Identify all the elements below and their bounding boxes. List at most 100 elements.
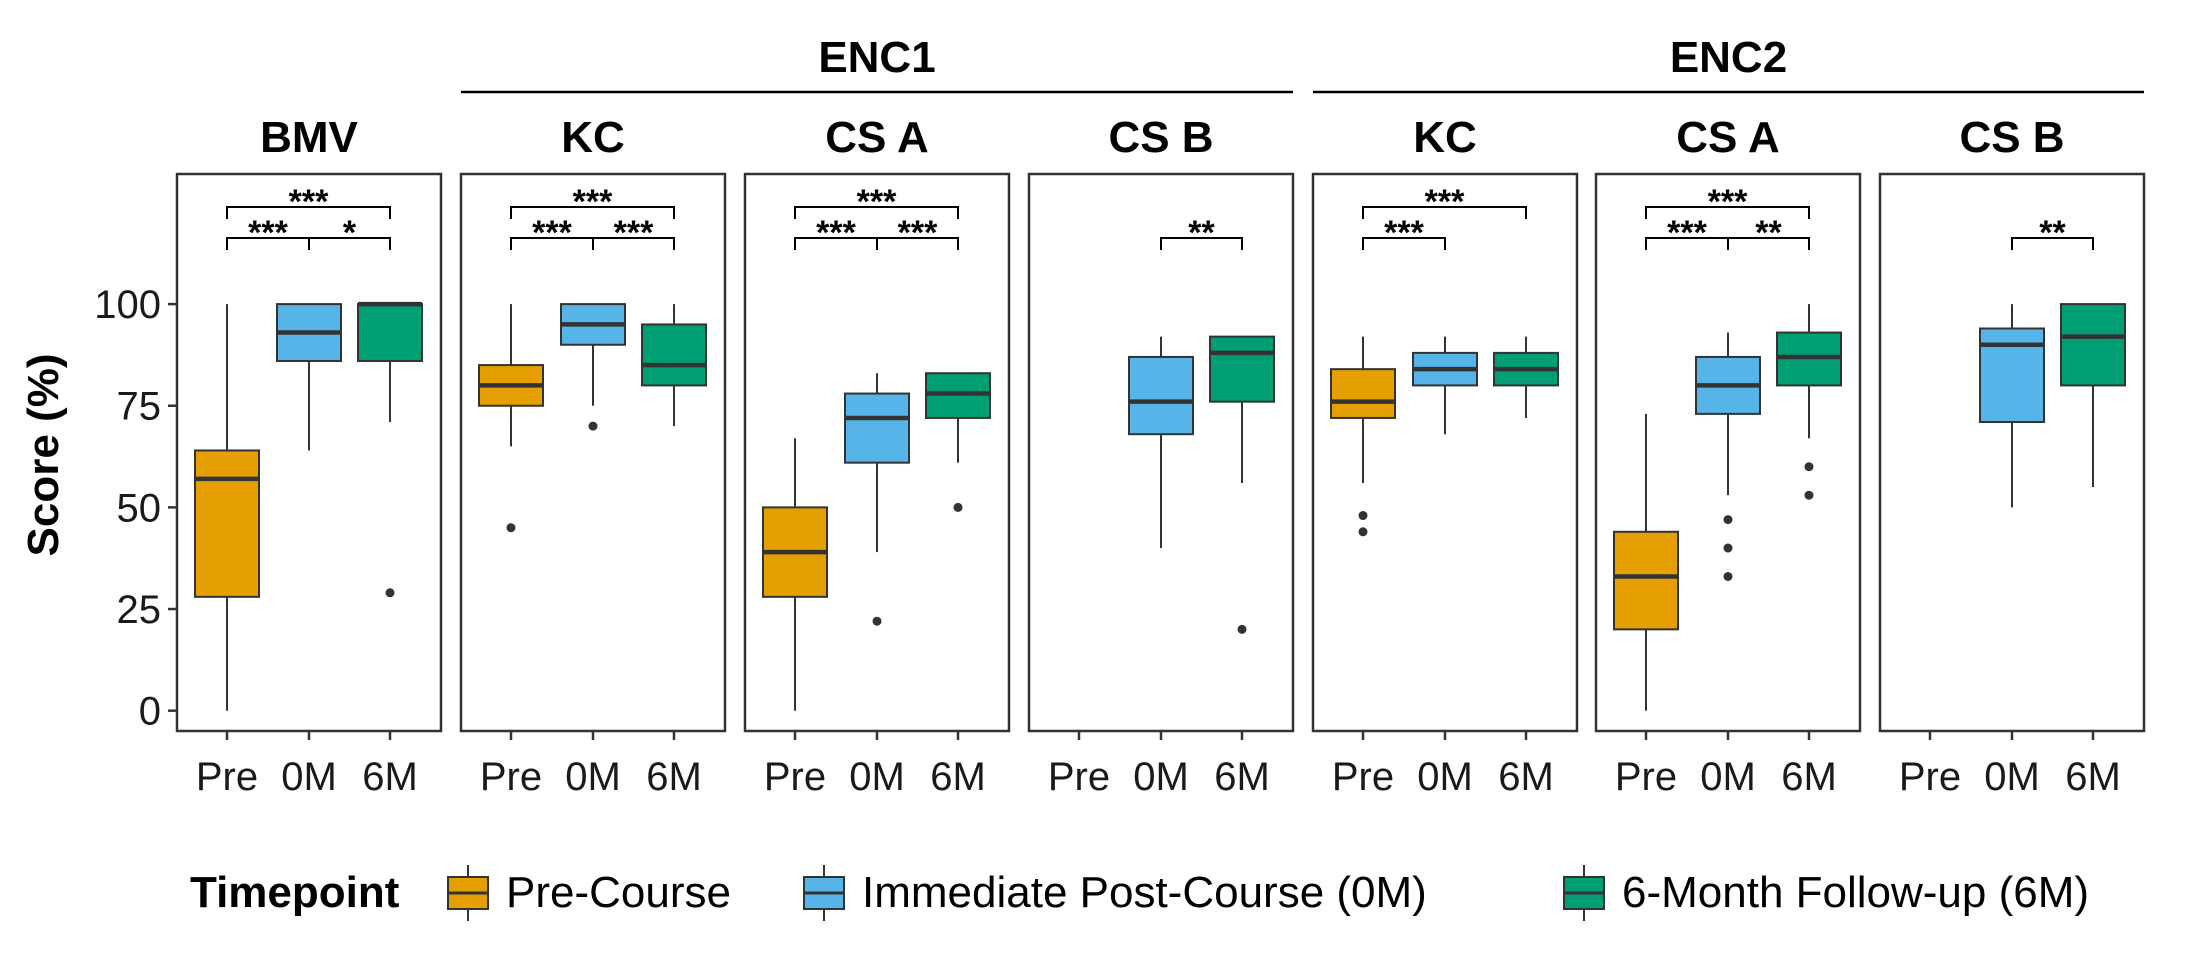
significance-bracket: * xyxy=(308,214,391,252)
x-tick-label: 0M xyxy=(849,755,905,799)
legend-label: Immediate Post-Course (0M) xyxy=(862,868,1427,917)
box-body xyxy=(1128,355,1194,436)
bracket-line xyxy=(876,237,959,250)
legend-entry: Pre-Course xyxy=(447,865,731,921)
bracket-line xyxy=(1362,237,1446,250)
legend: Timepoint Pre-Course Immediate Post-Course… xyxy=(190,865,2089,921)
significance-bracket: *** xyxy=(510,183,675,221)
significance-label: *** xyxy=(289,183,329,221)
x-tick-label: 0M xyxy=(565,755,621,799)
legend-label: 6-Month Follow-up (6M) xyxy=(1622,868,2089,917)
box-Pre xyxy=(1613,413,1679,711)
box-body xyxy=(357,303,423,363)
box-6M xyxy=(357,301,423,598)
significance-label: *** xyxy=(898,214,938,252)
y-tick-label: 50 xyxy=(117,486,162,530)
y-tick-label: 0 xyxy=(139,690,161,734)
significance-label: *** xyxy=(1425,183,1465,221)
x-tick-label: Pre xyxy=(480,755,542,799)
legend-label: Pre-Course xyxy=(506,868,731,917)
outlier-point xyxy=(1358,527,1368,537)
panel: CS B Pre 0M 6M ** xyxy=(1878,113,2146,799)
significance-bracket: *** xyxy=(1362,183,1527,221)
box-0M xyxy=(1979,304,2045,508)
outlier-point xyxy=(1804,490,1814,500)
outlier-point xyxy=(506,523,516,533)
x-tick-label: 6M xyxy=(930,755,986,799)
significance-label: *** xyxy=(1708,183,1748,221)
legend-title: Timepoint xyxy=(190,868,400,917)
box-6M xyxy=(1209,335,1275,634)
box-body xyxy=(1613,530,1679,631)
significance-bracket: *** xyxy=(1362,214,1446,252)
x-tick-label: 6M xyxy=(1498,755,1554,799)
x-tick-label: 0M xyxy=(1984,755,2040,799)
legend-entry: 6-Month Follow-up (6M) xyxy=(1563,865,2089,921)
panel-title: KC xyxy=(1413,113,1477,162)
significance-bracket: *** xyxy=(592,214,675,252)
bracket-line xyxy=(1645,206,1810,219)
x-tick-label: Pre xyxy=(1332,755,1394,799)
box-body xyxy=(2060,303,2126,387)
significance-label: *** xyxy=(816,214,856,252)
box-body xyxy=(1330,368,1396,419)
outlier-point xyxy=(872,616,882,626)
significance-label: *** xyxy=(614,214,654,252)
significance-label: *** xyxy=(248,214,288,252)
y-tick-label: 75 xyxy=(117,385,162,429)
significance-bracket: *** xyxy=(794,183,959,221)
box-body xyxy=(194,449,260,598)
outlier-point xyxy=(1723,572,1733,582)
box-0M xyxy=(1695,332,1761,582)
box-0M xyxy=(844,373,910,626)
y-axis-label: Score (%) xyxy=(19,354,68,557)
significance-label: *** xyxy=(1667,214,1707,252)
panel: CS B Pre 0M 6M ** xyxy=(1027,113,1295,799)
panel: KC Pre 0M 6M ****** xyxy=(1311,113,1579,799)
significance-label: ** xyxy=(1188,214,1215,252)
x-tick-label: 6M xyxy=(646,755,702,799)
y-tick-label: 100 xyxy=(94,283,161,327)
box-Pre xyxy=(478,304,544,533)
x-tick-label: 0M xyxy=(1700,755,1756,799)
x-tick-label: 6M xyxy=(2065,755,2121,799)
x-tick-label: 0M xyxy=(1417,755,1473,799)
outlier-point xyxy=(1237,624,1247,634)
significance-bracket: *** xyxy=(1645,183,1810,221)
x-tick-label: 6M xyxy=(362,755,418,799)
outlier-point xyxy=(385,588,395,598)
panel-border xyxy=(459,172,727,733)
box-6M xyxy=(641,304,707,427)
group-header-label: ENC2 xyxy=(1670,33,1787,82)
bracket-line xyxy=(1727,237,1810,250)
box-0M xyxy=(276,303,342,451)
panel-title: CS A xyxy=(1676,113,1780,162)
outlier-point xyxy=(1723,515,1733,525)
box-6M xyxy=(1776,304,1842,500)
significance-label: *** xyxy=(532,214,572,252)
significance-bracket: *** xyxy=(226,214,310,252)
bracket-line xyxy=(308,237,391,250)
panel-title: CS B xyxy=(1959,113,2064,162)
significance-label: *** xyxy=(573,183,613,221)
y-tick-label: 25 xyxy=(117,588,162,632)
outlier-point xyxy=(1804,462,1814,472)
bracket-line xyxy=(592,237,675,250)
x-tick-label: 6M xyxy=(1214,755,1270,799)
significance-label: *** xyxy=(857,183,897,221)
significance-bracket: ** xyxy=(2011,214,2094,252)
significance-label: ** xyxy=(1755,214,1782,252)
x-tick-label: Pre xyxy=(1615,755,1677,799)
box-Pre xyxy=(762,438,828,711)
panel-title: BMV xyxy=(260,113,358,162)
legend-entry: Immediate Post-Course (0M) xyxy=(803,865,1427,921)
outlier-point xyxy=(588,421,598,431)
significance-bracket: *** xyxy=(226,183,391,221)
box-body xyxy=(844,392,910,464)
x-tick-label: 0M xyxy=(281,755,337,799)
